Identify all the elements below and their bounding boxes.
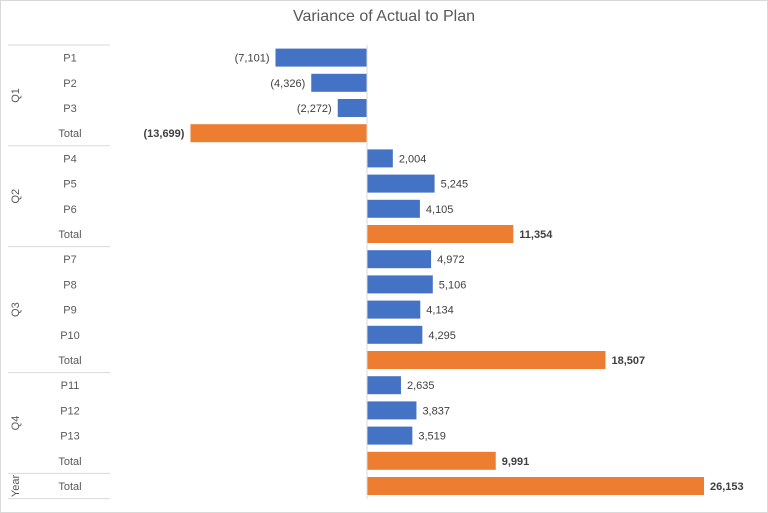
data-label: 4,105 (426, 204, 454, 216)
group-label: Q4 (10, 416, 22, 431)
category-label: Total (58, 481, 81, 493)
total-bar (367, 351, 606, 369)
category-label: P9 (63, 305, 76, 317)
data-label: 3,519 (418, 431, 446, 443)
data-label: 2,635 (407, 380, 435, 392)
category-label: P12 (60, 405, 80, 417)
category-label: P4 (63, 153, 76, 165)
category-label: Total (58, 355, 81, 367)
data-label: (7,101) (235, 53, 270, 65)
period-bar (367, 275, 433, 294)
category-label: P1 (63, 53, 76, 65)
total-bar (367, 477, 704, 495)
data-label: 18,507 (611, 355, 645, 367)
category-label: P2 (63, 78, 76, 90)
category-label: P13 (60, 431, 80, 443)
period-bar (367, 300, 421, 319)
data-label: 4,972 (437, 254, 465, 266)
group-label: Q3 (10, 302, 22, 317)
category-label: P5 (63, 179, 76, 191)
data-label: 9,991 (502, 456, 530, 468)
data-label: 5,245 (441, 179, 469, 191)
data-label: (4,326) (270, 78, 305, 90)
period-bar (367, 401, 417, 420)
period-bar (367, 325, 423, 344)
data-label: 4,295 (428, 330, 456, 342)
period-bar (275, 48, 367, 67)
data-label: 5,106 (439, 279, 467, 291)
period-bar (367, 199, 420, 218)
category-label: P11 (61, 380, 80, 392)
category-label: Total (58, 128, 81, 140)
period-bar (337, 99, 367, 117)
data-label: 11,354 (519, 229, 553, 241)
period-bar (367, 426, 413, 445)
category-label: Total (58, 456, 81, 468)
group-label: Year (10, 475, 22, 498)
data-label: 2,004 (399, 153, 427, 165)
data-label: (2,272) (297, 103, 332, 115)
chart-title: Variance of Actual to Plan (292, 8, 476, 25)
data-label: 26,153 (710, 481, 744, 493)
data-label: 4,134 (426, 305, 454, 317)
period-bar (367, 174, 435, 193)
group-label: Q1 (10, 88, 22, 103)
data-label: 3,837 (422, 405, 450, 417)
data-label: (13,699) (143, 128, 184, 140)
category-label: P3 (63, 103, 76, 115)
category-label: P7 (63, 254, 76, 266)
total-bar (367, 225, 514, 243)
period-bar (367, 149, 393, 168)
total-bar (190, 124, 367, 143)
category-label: P10 (60, 330, 80, 342)
category-label: P8 (63, 279, 76, 291)
group-label: Q2 (10, 189, 22, 204)
period-bar (367, 250, 432, 269)
period-bar (367, 376, 401, 395)
category-label: P6 (63, 204, 76, 216)
total-bar (367, 451, 496, 470)
category-label: Total (58, 229, 81, 241)
period-bar (311, 73, 367, 92)
